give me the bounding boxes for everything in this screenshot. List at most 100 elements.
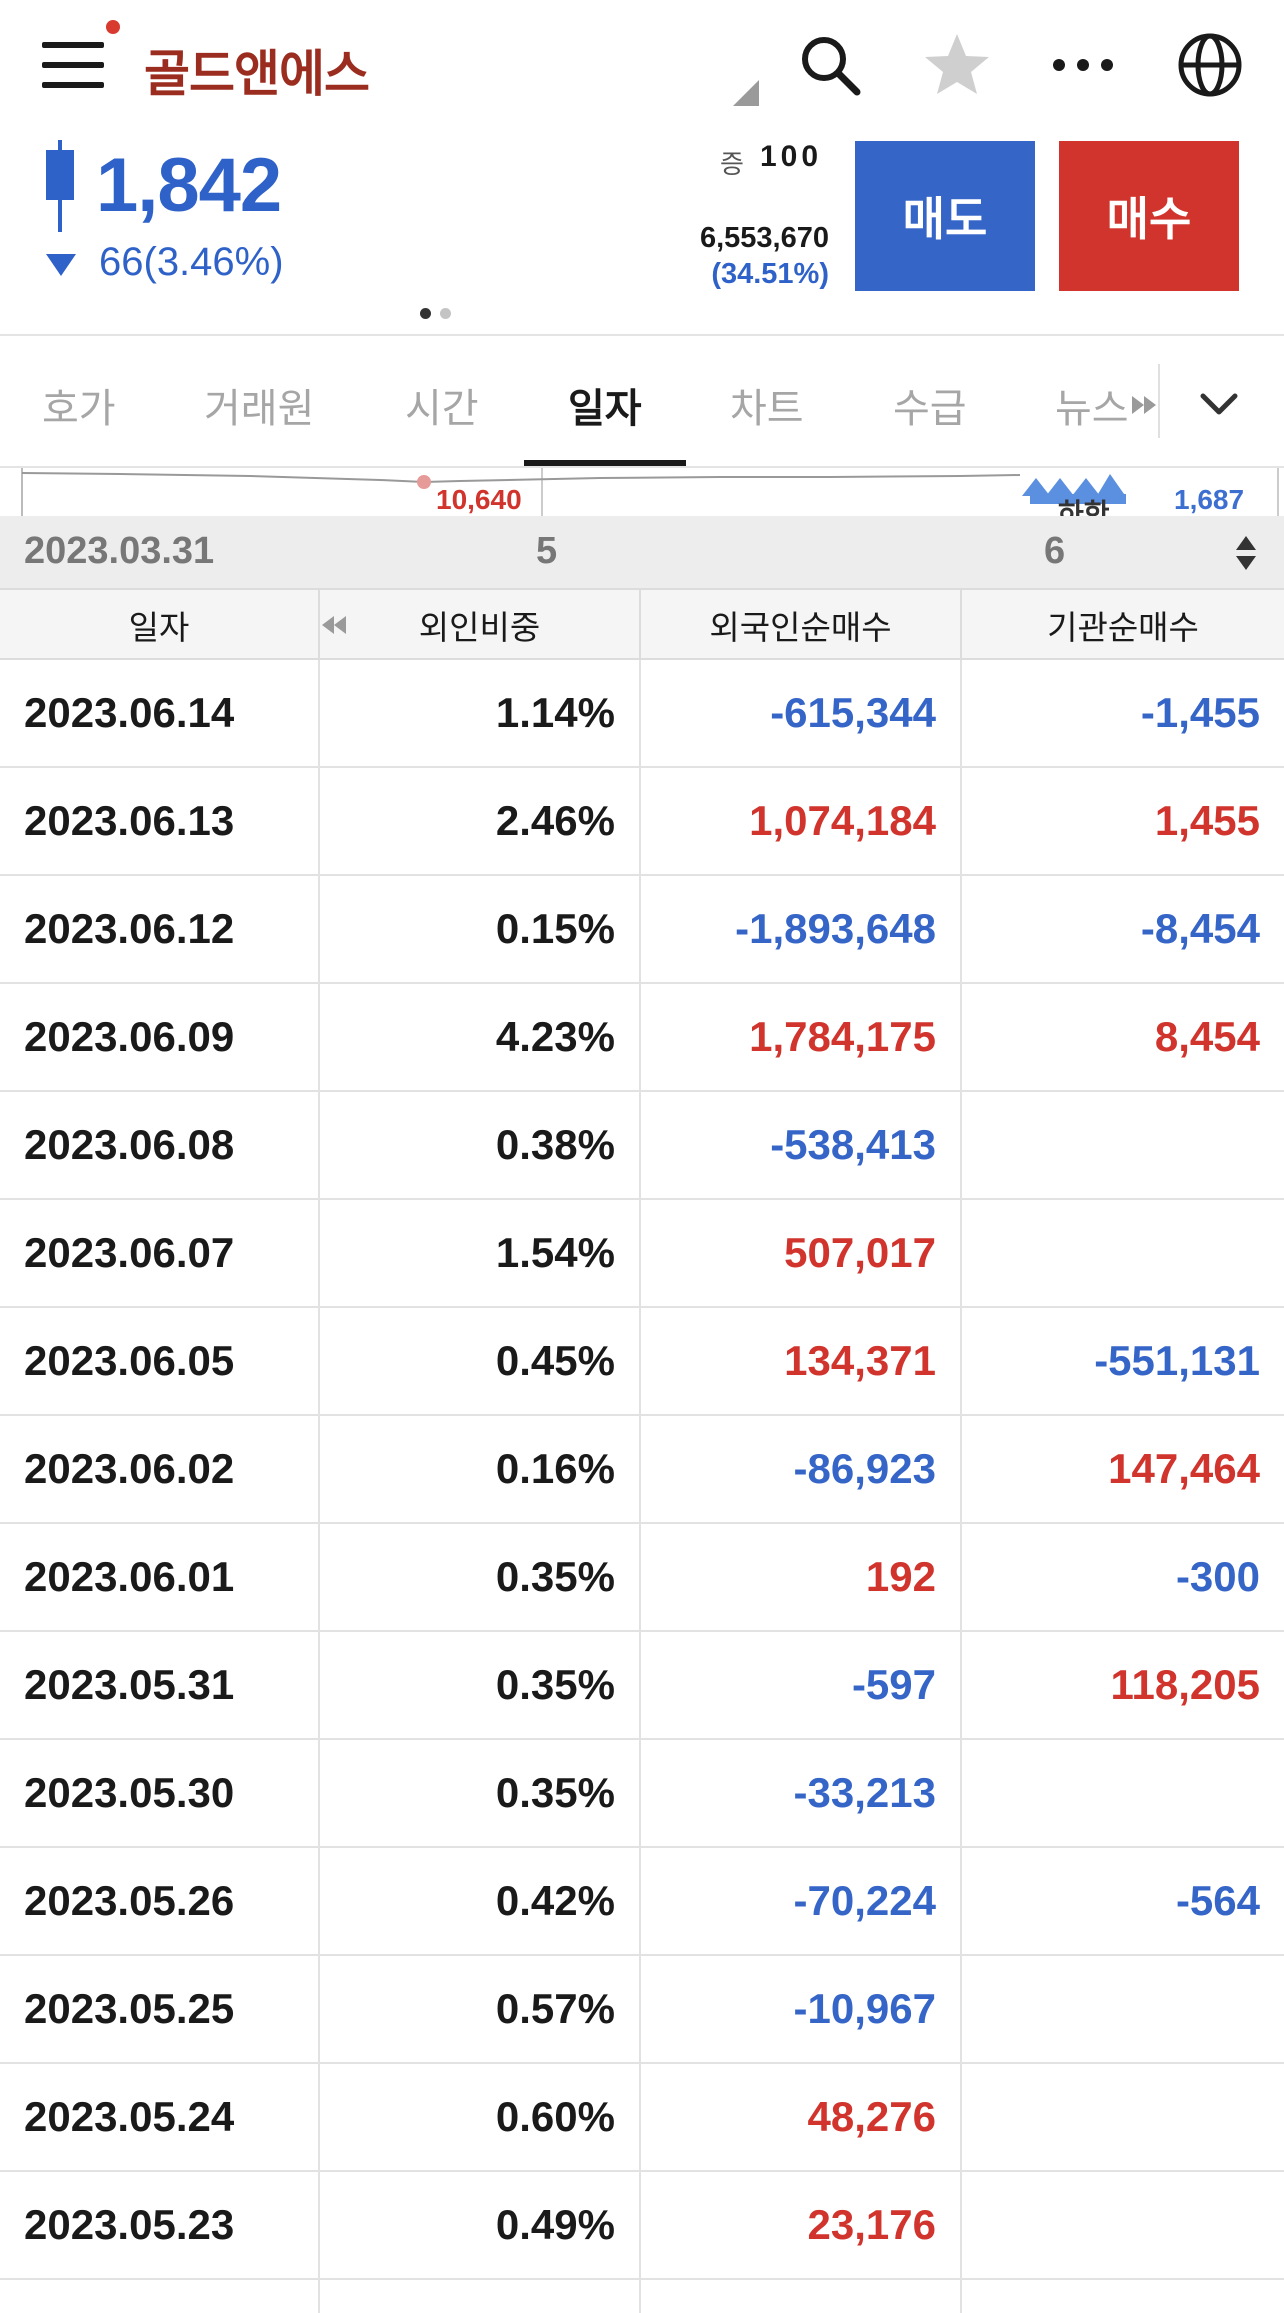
cell-inst-net: 147,464 — [1108, 1445, 1260, 1492]
price-change: 66(3.46%) — [99, 240, 284, 284]
volume-value: 100 — [760, 140, 823, 173]
table-row[interactable]: 2023.06.14 1.14% -615,344 -1,455 — [0, 660, 1284, 768]
cell-foreign-ratio: 0.60% — [320, 2064, 641, 2170]
corner-triangle-icon — [733, 80, 759, 106]
stock-name[interactable]: 골드앤에스 — [144, 46, 370, 102]
trade-amount: 6,553,670 — [699, 222, 829, 254]
cell-foreign-net: -1,893,648 — [641, 876, 962, 982]
more-icon[interactable] — [1048, 30, 1118, 100]
table-header: 일자 외인비중 외국인순매수 기관순매수 — [0, 588, 1284, 660]
cell-date: 2023.05.25 — [0, 1956, 320, 2062]
cell-inst-net — [962, 2064, 1284, 2170]
cell-foreign-net: 23,176 — [641, 2172, 962, 2278]
table-row[interactable]: 2023.05.30 0.35% -33,213 — [0, 1740, 1284, 1848]
range-value-a: 5 — [536, 530, 558, 572]
tab-hoga[interactable]: 호가 — [42, 387, 116, 431]
cell-foreign-net: -33,213 — [641, 1740, 962, 1846]
cell-foreign-ratio: 1.14% — [320, 660, 641, 766]
table-row[interactable]: 2023.06.02 0.16% -86,923 147,464 — [0, 1416, 1284, 1524]
cell-inst-net: 8,454 — [1154, 1013, 1260, 1060]
cell-foreign-net: 507,017 — [641, 1200, 962, 1306]
divider — [0, 466, 1284, 468]
header-foreign-ratio[interactable]: 외인비중 — [320, 590, 641, 660]
daily-table: 일자 외인비중 외국인순매수 기관순매수 2023.06.14 1.14% -615… — [0, 588, 1284, 2313]
cell-foreign-ratio: 0.35% — [320, 1632, 641, 1738]
table-row[interactable]: 2023.05.26 0.42% -70,224 -564 — [0, 1848, 1284, 1956]
globe-icon[interactable] — [1175, 30, 1245, 100]
cell-date: 2023.06.05 — [0, 1308, 320, 1414]
mini-price-chart: 10,640 하한 1,687 — [0, 468, 1284, 516]
cell-foreign-ratio: 0.38% — [320, 1092, 641, 1198]
table-row[interactable]: 2023.06.12 0.15% -1,893,648 -8,454 — [0, 876, 1284, 984]
cell-inst-net: 118,205 — [1110, 1661, 1260, 1708]
table-row[interactable]: 2023.05.24 0.60% 48,276 — [0, 2064, 1284, 2172]
table-row[interactable]: 2023.05.23 0.49% 23,176 — [0, 2172, 1284, 2280]
cell-foreign-net: -597 — [641, 1632, 962, 1738]
cell-inst-net: 1,455 — [1154, 797, 1260, 844]
menu-icon[interactable] — [42, 38, 106, 92]
cell-inst-net: -564 — [1175, 1877, 1260, 1924]
candle-icon — [44, 140, 76, 232]
cell-foreign-ratio: 0.15% — [320, 876, 641, 982]
tab-daily[interactable]: 일자 — [568, 387, 642, 431]
table-row[interactable]: 2023.06.09 4.23% 1,784,175 8,454 — [0, 984, 1284, 1092]
cell-inst-net — [962, 1092, 1284, 1198]
table-row[interactable]: 2023.06.01 0.35% 192 -300 — [0, 1524, 1284, 1632]
tab-news[interactable]: 뉴스 — [1055, 387, 1129, 431]
table-row[interactable]: 2023.06.07 1.54% 507,017 — [0, 1200, 1284, 1308]
cell-foreign-ratio: 2.46% — [320, 768, 641, 874]
tab-broker[interactable]: 거래원 — [204, 387, 315, 431]
cell-inst-net — [962, 2172, 1284, 2278]
tab-supply[interactable]: 수급 — [893, 387, 967, 431]
star-icon[interactable] — [922, 30, 992, 100]
top-bar: 골드앤에스 — [0, 0, 1284, 130]
buy-button[interactable]: 매수 — [1059, 141, 1239, 291]
sell-button[interactable]: 매도 — [855, 141, 1035, 291]
cell-foreign-net: -86,923 — [641, 1416, 962, 1522]
cell-foreign-net: 1,074,184 — [641, 768, 962, 874]
tab-time[interactable]: 시간 — [405, 387, 479, 431]
range-bar[interactable]: 2023.03.31 5 6 — [0, 516, 1284, 588]
header-date[interactable]: 일자 — [0, 590, 320, 660]
cell-inst-net: -551,131 — [1094, 1337, 1260, 1384]
table-row[interactable]: 2023.06.13 2.46% 1,074,184 1,455 — [0, 768, 1284, 876]
cell-foreign-ratio: 0.49% — [320, 2172, 641, 2278]
cell-date: 2023.06.14 — [0, 660, 320, 766]
cell-date: 2023.06.02 — [0, 1416, 320, 1522]
chart-high-label: 1,687 — [1174, 484, 1245, 515]
header-inst-net[interactable]: 기관순매수 — [1047, 609, 1199, 646]
table-row-partial — [0, 2280, 1284, 2313]
header-foreign-ratio-label: 외인비중 — [418, 609, 541, 646]
chevron-down-icon[interactable] — [1197, 382, 1241, 426]
cell-foreign-net: 134,371 — [641, 1308, 962, 1414]
table-row[interactable]: 2023.05.31 0.35% -597 118,205 — [0, 1632, 1284, 1740]
table-row[interactable]: 2023.06.08 0.38% -538,413 — [0, 1092, 1284, 1200]
sort-icon[interactable] — [1234, 534, 1258, 572]
cell-inst-net: -8,454 — [1140, 905, 1260, 952]
chart-limit-tag: 하한 — [1058, 498, 1110, 516]
cell-date: 2023.05.26 — [0, 1848, 320, 1954]
table-body: 2023.06.14 1.14% -615,344 -1,455 2023.06.13 2… — [0, 660, 1284, 2280]
table-row[interactable]: 2023.05.25 0.57% -10,967 — [0, 1956, 1284, 2064]
cell-foreign-ratio: 0.42% — [320, 1848, 641, 1954]
cell-date: 2023.05.30 — [0, 1740, 320, 1846]
cell-date: 2023.06.07 — [0, 1200, 320, 1306]
header-foreign-net[interactable]: 외국인순매수 — [641, 590, 962, 660]
cell-foreign-ratio: 0.16% — [320, 1416, 641, 1522]
chart-low-label: 10,640 — [436, 484, 522, 515]
cell-inst-net — [962, 1200, 1284, 1306]
search-icon[interactable] — [795, 30, 865, 100]
double-chevron-right-icon[interactable] — [1132, 394, 1158, 421]
tab-chart[interactable]: 차트 — [730, 387, 804, 431]
divider — [0, 334, 1284, 336]
table-row[interactable]: 2023.06.05 0.45% 134,371 -551,131 — [0, 1308, 1284, 1416]
scroll-left-icon[interactable] — [322, 590, 348, 660]
cell-foreign-net: -70,224 — [641, 1848, 962, 1954]
notification-dot — [106, 20, 120, 34]
cell-date: 2023.05.31 — [0, 1632, 320, 1738]
cell-foreign-net: 192 — [641, 1524, 962, 1630]
tab-bar: 호가 거래원 시간 일자 차트 수급 뉴스 — [0, 336, 1284, 468]
cell-inst-net: -300 — [1175, 1553, 1260, 1600]
cell-foreign-net: 1,784,175 — [641, 984, 962, 1090]
